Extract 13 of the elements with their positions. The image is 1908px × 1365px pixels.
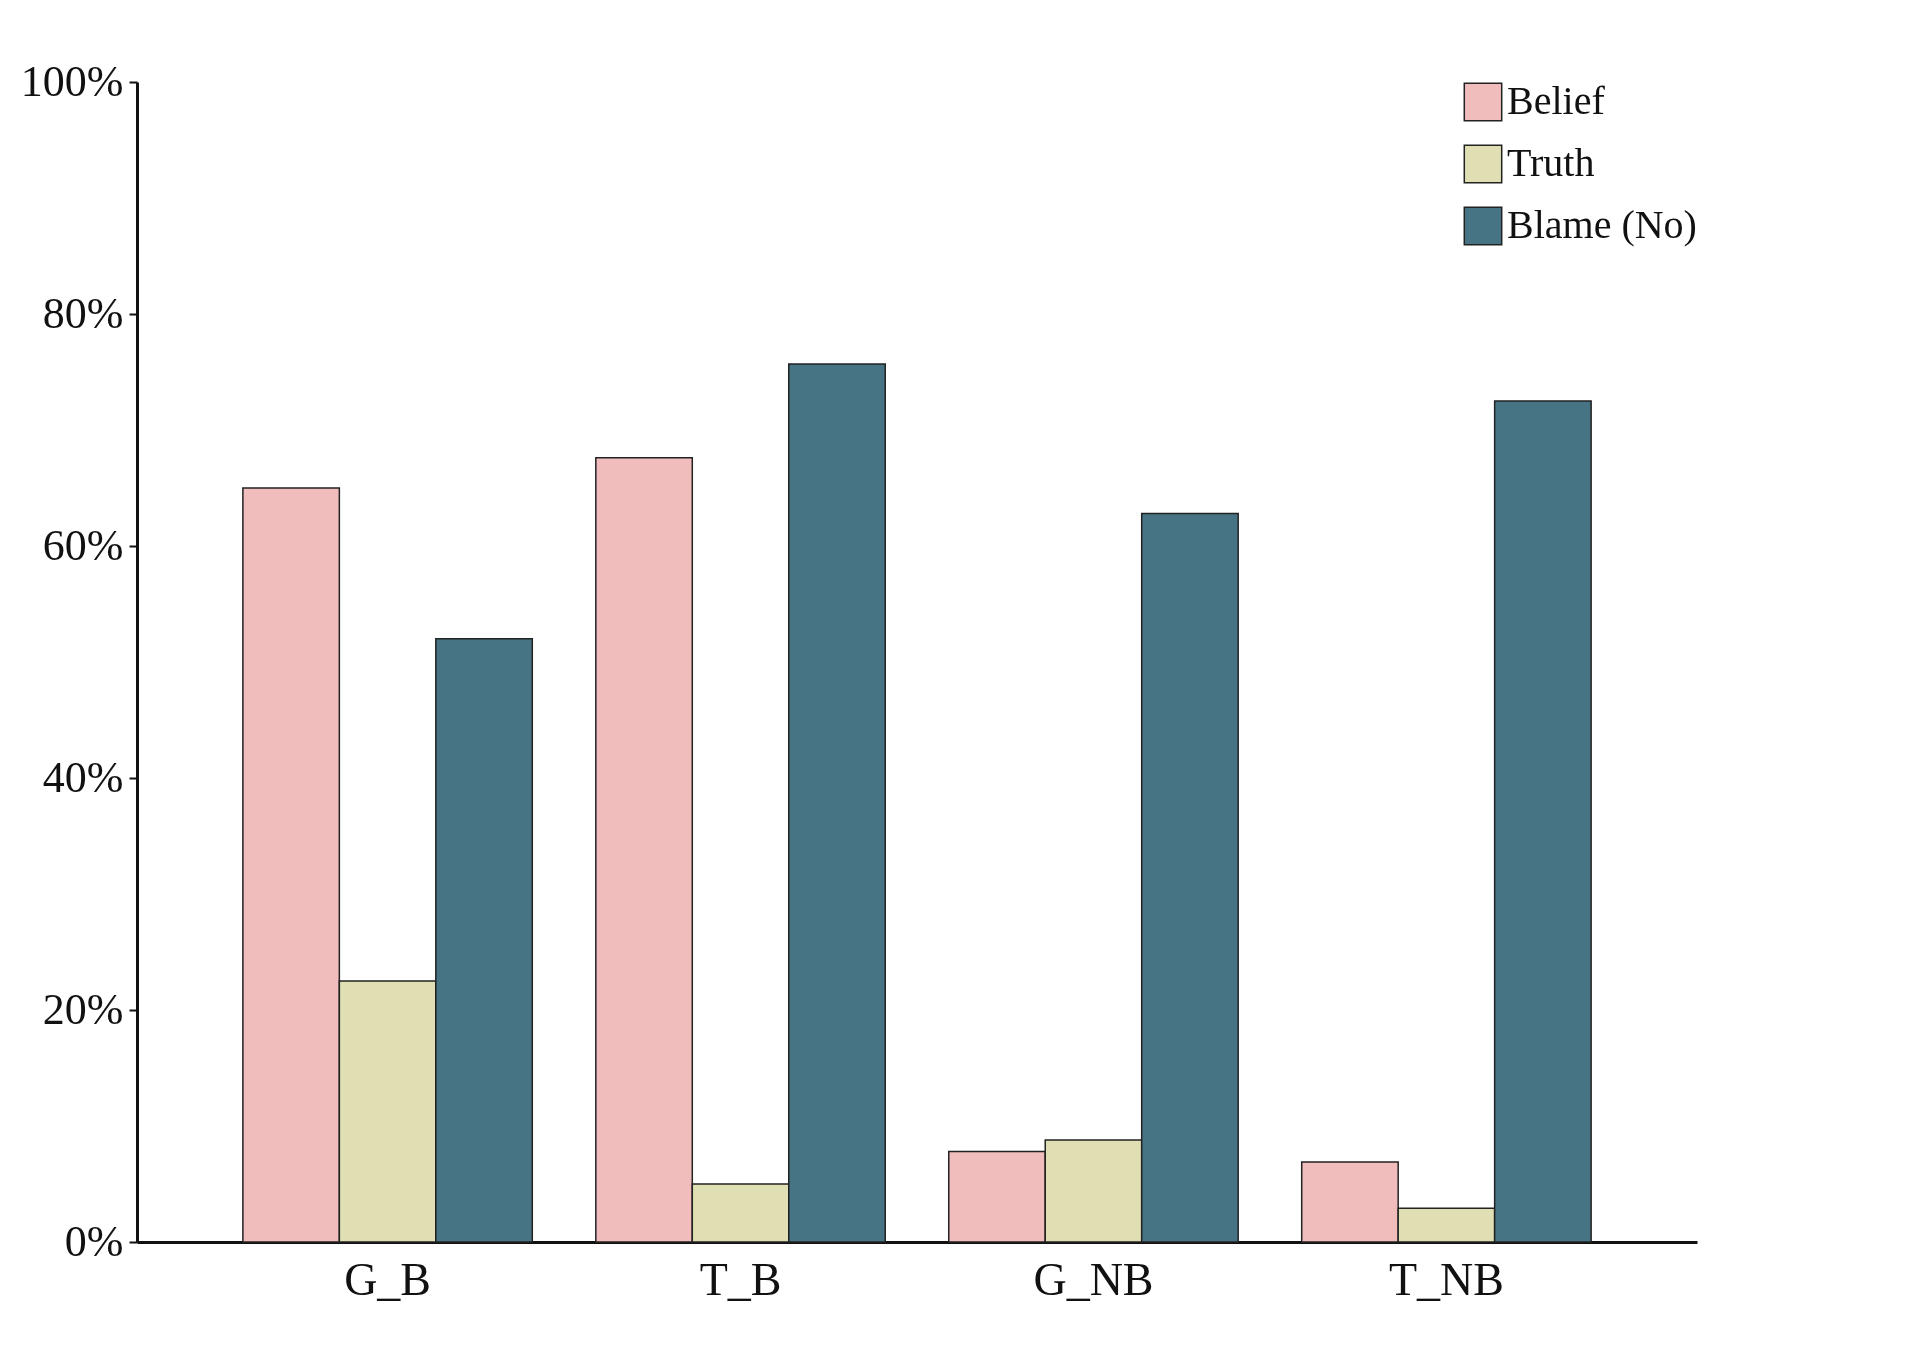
y-tick-label: 100% bbox=[20, 56, 124, 106]
legend-label: Truth bbox=[1507, 140, 1595, 185]
x-tick-label: G_B bbox=[344, 1253, 432, 1305]
y-tick-label: 80% bbox=[42, 288, 124, 338]
legend-label: Blame (No) bbox=[1507, 202, 1697, 247]
legend-label: Belief bbox=[1507, 78, 1606, 123]
y-tick-label: 0% bbox=[64, 1216, 124, 1266]
y-tick-label: 20% bbox=[42, 984, 124, 1034]
y-tick-label: 60% bbox=[42, 520, 124, 570]
x-tick-label: T_B bbox=[699, 1253, 782, 1305]
y-tick-label: 40% bbox=[42, 752, 124, 802]
x-tick-label: T_NB bbox=[1388, 1253, 1504, 1305]
x-tick-label: G_NB bbox=[1033, 1253, 1154, 1305]
